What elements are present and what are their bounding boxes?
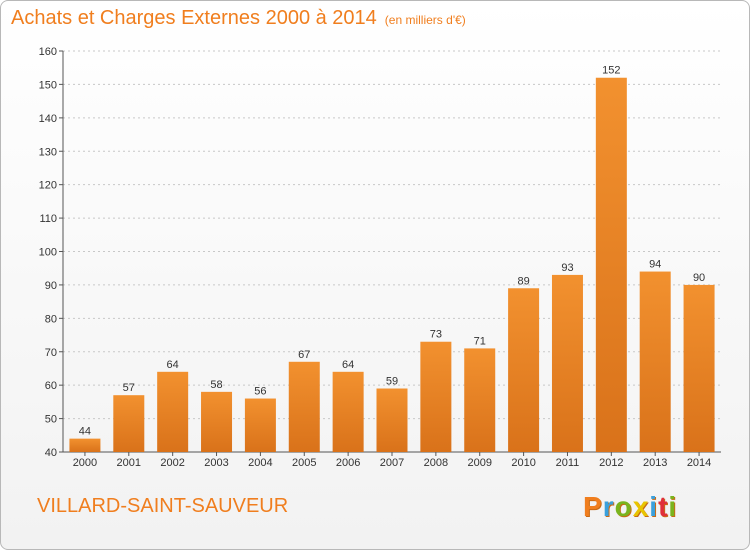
x-tick-label: 2010 bbox=[511, 457, 535, 469]
y-tick-label: 60 bbox=[45, 380, 57, 392]
x-tick-label: 2006 bbox=[336, 457, 360, 469]
x-tick-label: 2005 bbox=[292, 457, 316, 469]
bar bbox=[420, 341, 452, 452]
y-tick-label: 150 bbox=[39, 79, 57, 91]
data-label: 93 bbox=[561, 262, 573, 274]
bar-chart: 40 50 60 70 80 90 100 110 120 130 140 150 160 44 2000 5… bbox=[39, 46, 721, 469]
x-tick-label: 2013 bbox=[643, 457, 667, 469]
x-tick-label: 2011 bbox=[556, 457, 580, 469]
y-tick-label: 130 bbox=[39, 146, 57, 158]
commune-name: VILLARD-SAINT-SAUVEUR bbox=[37, 495, 289, 517]
data-label: 94 bbox=[649, 259, 661, 271]
y-tick-label: 160 bbox=[39, 46, 57, 58]
bar bbox=[288, 361, 320, 452]
data-label: 71 bbox=[474, 335, 486, 347]
logo-letter: t bbox=[658, 491, 669, 522]
x-tick-label: 2002 bbox=[160, 457, 184, 469]
x-tick-label: 2003 bbox=[204, 457, 228, 469]
x-tick-label: 2007 bbox=[380, 457, 404, 469]
bar bbox=[157, 371, 189, 452]
data-label: 57 bbox=[123, 382, 135, 394]
proxiti-logo[interactable]: Proxiti bbox=[583, 491, 677, 523]
x-tick-label: 2014 bbox=[687, 457, 711, 469]
bar bbox=[332, 371, 364, 452]
x-tick-label: 2009 bbox=[467, 457, 491, 469]
data-label: 89 bbox=[517, 275, 529, 287]
data-label: 56 bbox=[254, 386, 266, 398]
y-tick-label: 120 bbox=[39, 180, 57, 192]
y-tick-label: 40 bbox=[45, 447, 57, 459]
x-tick-label: 2001 bbox=[117, 457, 141, 469]
logo-letter: o bbox=[614, 491, 633, 522]
bar bbox=[464, 348, 496, 452]
data-label: 58 bbox=[210, 379, 222, 391]
bar bbox=[244, 398, 276, 452]
y-tick-label: 90 bbox=[45, 280, 57, 292]
bar bbox=[508, 288, 540, 452]
x-tick-label: 2012 bbox=[599, 457, 623, 469]
logo-letter: r bbox=[602, 491, 615, 522]
y-tick-label: 50 bbox=[45, 414, 57, 426]
data-label: 64 bbox=[167, 359, 179, 371]
logo-letter: i bbox=[668, 491, 678, 522]
x-tick-label: 2000 bbox=[73, 457, 97, 469]
data-label: 64 bbox=[342, 359, 354, 371]
y-tick-label: 110 bbox=[39, 213, 57, 225]
logo-letter: i bbox=[649, 491, 659, 522]
bar bbox=[201, 391, 233, 452]
bar bbox=[113, 395, 145, 452]
logo-letter: x bbox=[632, 491, 650, 522]
chart-subtitle: (en milliers d'€) bbox=[384, 13, 466, 27]
bar bbox=[376, 388, 408, 452]
y-tick-label: 70 bbox=[45, 347, 57, 359]
y-tick-label: 80 bbox=[45, 313, 57, 325]
data-label: 73 bbox=[430, 329, 442, 341]
data-label: 67 bbox=[298, 349, 310, 361]
data-label: 152 bbox=[602, 65, 620, 77]
logo-letter: P bbox=[583, 491, 603, 522]
data-label: 44 bbox=[79, 426, 91, 438]
y-tick-label: 100 bbox=[39, 247, 57, 259]
bar bbox=[595, 77, 627, 452]
bar bbox=[551, 274, 583, 452]
title-text: Achats et Charges Externes 2000 à 2014 bbox=[11, 7, 377, 29]
x-tick-label: 2008 bbox=[424, 457, 448, 469]
y-tick-label: 140 bbox=[39, 113, 57, 125]
chart-title: Achats et Charges Externes 2000 à 2014 (e… bbox=[11, 7, 466, 30]
bar bbox=[683, 284, 715, 452]
bar bbox=[69, 438, 101, 452]
data-label: 59 bbox=[386, 376, 398, 388]
bar bbox=[639, 271, 671, 452]
x-tick-label: 2004 bbox=[248, 457, 272, 469]
data-label: 90 bbox=[693, 272, 705, 284]
